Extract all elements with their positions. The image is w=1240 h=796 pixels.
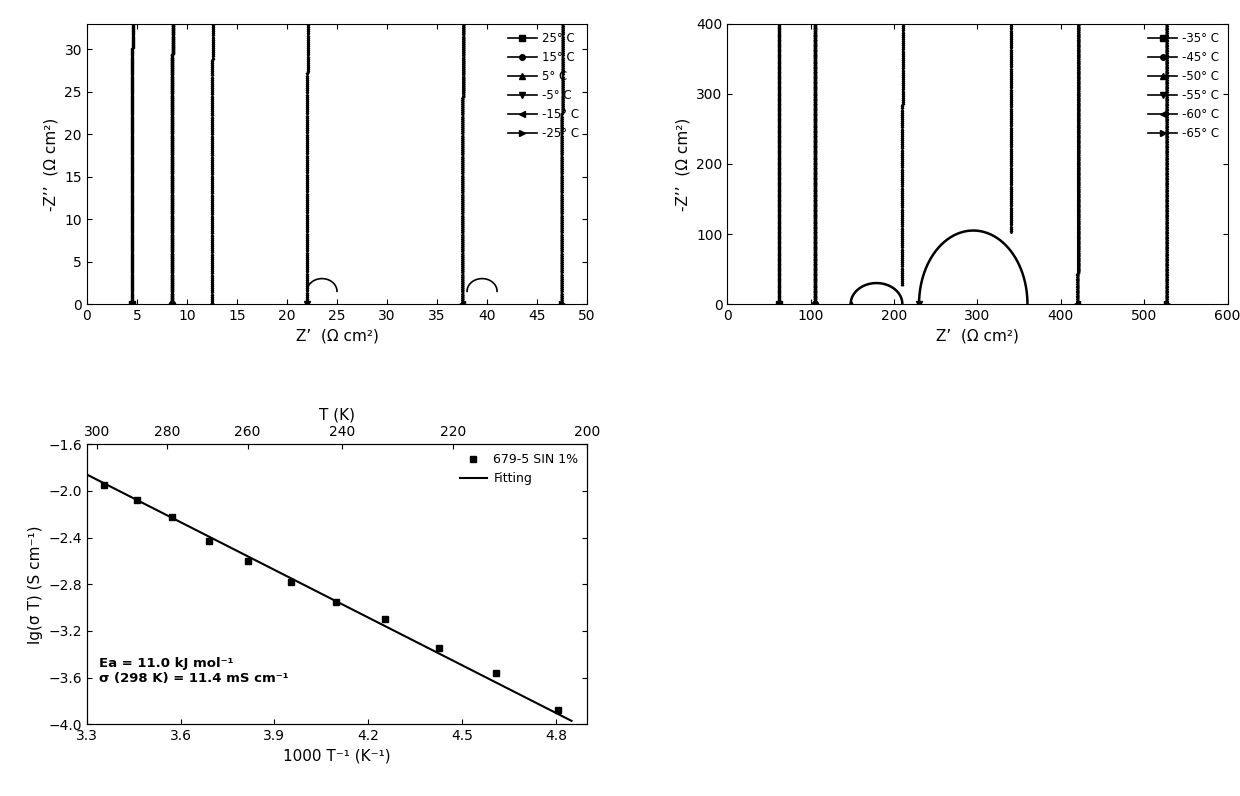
- 679-5 SIN 1%: [378, 615, 393, 624]
- 679-5 SIN 1%: [97, 480, 112, 490]
- X-axis label: Z’  (Ω cm²): Z’ (Ω cm²): [936, 329, 1019, 344]
- 679-5 SIN 1%: [241, 556, 255, 566]
- Legend: 679-5 SIN 1%, Fitting: 679-5 SIN 1%, Fitting: [455, 448, 583, 490]
- Legend: -35° C, -45° C, -50° C, -55° C, -60° C, -65° C: -35° C, -45° C, -50° C, -55° C, -60° C, …: [1143, 27, 1224, 144]
- X-axis label: 1000 T⁻¹ (K⁻¹): 1000 T⁻¹ (K⁻¹): [283, 749, 391, 764]
- 679-5 SIN 1%: [329, 597, 343, 607]
- 679-5 SIN 1%: [284, 577, 299, 587]
- X-axis label: Z’  (Ω cm²): Z’ (Ω cm²): [295, 329, 378, 344]
- 679-5 SIN 1%: [129, 495, 144, 505]
- X-axis label: T (K): T (K): [319, 408, 355, 423]
- 679-5 SIN 1%: [551, 705, 565, 715]
- Text: Ea = 11.0 kJ mol⁻¹
σ (298 K) = 11.4 mS cm⁻¹: Ea = 11.0 kJ mol⁻¹ σ (298 K) = 11.4 mS c…: [99, 657, 289, 685]
- Line: 679-5 SIN 1%: 679-5 SIN 1%: [100, 482, 562, 714]
- 679-5 SIN 1%: [201, 537, 216, 546]
- 679-5 SIN 1%: [432, 644, 446, 654]
- Y-axis label: lg(σ T) (S cm⁻¹): lg(σ T) (S cm⁻¹): [27, 525, 42, 643]
- 679-5 SIN 1%: [489, 668, 503, 677]
- Legend: 25° C, 15° C, 5° C, -5° C, -15° C, -25° C: 25° C, 15° C, 5° C, -5° C, -15° C, -25° …: [502, 27, 584, 144]
- 679-5 SIN 1%: [164, 512, 179, 521]
- Y-axis label: -Z’’  (Ω cm²): -Z’’ (Ω cm²): [676, 117, 691, 211]
- Y-axis label: -Z’’  (Ω cm²): -Z’’ (Ω cm²): [43, 117, 58, 211]
